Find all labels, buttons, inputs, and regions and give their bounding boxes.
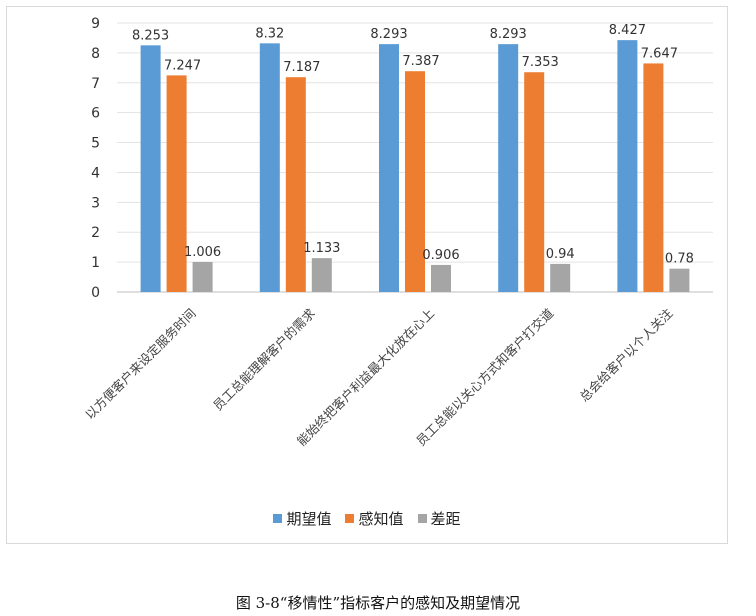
data-label: 1.133: [303, 241, 340, 256]
data-label: 7.187: [283, 60, 320, 75]
y-tick-label: 5: [91, 136, 100, 152]
legend-label-gap: 差距: [430, 509, 461, 528]
data-label: 7.647: [641, 46, 678, 61]
bar-perceived: [405, 71, 425, 292]
bar-gap: [192, 261, 213, 292]
data-label: 8.32: [255, 26, 284, 41]
figure-caption: 图 3-8“移情性”指标客户的感知及期望情况: [235, 594, 521, 612]
bar-perceived: [166, 75, 187, 292]
data-label: 0.94: [546, 247, 575, 262]
bar-gap: [669, 268, 690, 292]
legend-item-expected: 期望值: [273, 508, 331, 529]
bar-perceived: [643, 63, 664, 292]
bar-expected: [259, 43, 280, 292]
x-category-label: 员工总能以关心方式和客户打交道: [413, 305, 557, 449]
legend-item-gap: 差距: [417, 508, 461, 529]
data-label: 8.293: [490, 27, 527, 42]
y-tick-label: 7: [91, 76, 100, 92]
y-tick-label: 3: [91, 195, 100, 211]
bar-chart: 0 1 2 3 4 5 6 7 8 9 8.253 7.247 1.006 以方便客户来设定服务时间 8.3…: [82, 16, 713, 449]
bar-expected: [498, 44, 519, 293]
data-label: 0.906: [422, 248, 459, 263]
legend-swatch-perceived: [345, 513, 355, 523]
data-label: 7.353: [522, 55, 559, 70]
legend-swatch-gap: [417, 513, 427, 523]
legend-label-expected: 期望值: [286, 509, 332, 528]
bar-gap: [550, 263, 571, 292]
data-label: 8.427: [609, 23, 646, 38]
y-tick-label: 0: [91, 285, 100, 301]
bar-expected: [617, 40, 638, 292]
legend-item-perceived: 感知值: [345, 508, 404, 529]
x-category-label: 员工总能理解客户的需求: [210, 305, 318, 413]
legend-swatch-expected: [273, 513, 283, 523]
x-category-label: 总会给客户以个人关注: [577, 305, 676, 404]
legend-label-perceived: 感知值: [358, 509, 404, 528]
data-label: 8.253: [132, 28, 169, 43]
y-tick-label: 8: [91, 46, 100, 62]
y-tick-label: 2: [91, 225, 100, 241]
bar-perceived: [524, 72, 545, 293]
data-label: 7.247: [164, 58, 201, 73]
data-label: 8.293: [370, 27, 407, 42]
y-tick-label: 9: [91, 16, 100, 32]
data-label: 7.387: [402, 54, 439, 69]
bar-expected: [140, 45, 161, 293]
y-tick-label: 1: [91, 255, 100, 271]
bar-expected: [379, 44, 399, 293]
y-tick-label: 6: [91, 106, 100, 122]
data-label: 1.006: [184, 245, 221, 260]
x-category-label: 以方便客户来设定服务时间: [82, 306, 199, 423]
legend: 期望值 感知值 差距: [7, 505, 727, 531]
bar-gap: [431, 264, 451, 292]
data-label: 0.78: [665, 252, 694, 267]
bar-perceived: [285, 77, 306, 292]
y-tick-label: 4: [91, 165, 100, 181]
chart-frame: 0 1 2 3 4 5 6 7 8 9 8.253 7.247 1.006 以方便客户来设定服务时间 8.3…: [6, 6, 728, 544]
x-category-label: 能始终把客户利益最大化放在心上: [294, 306, 437, 449]
bar-gap: [311, 258, 332, 292]
